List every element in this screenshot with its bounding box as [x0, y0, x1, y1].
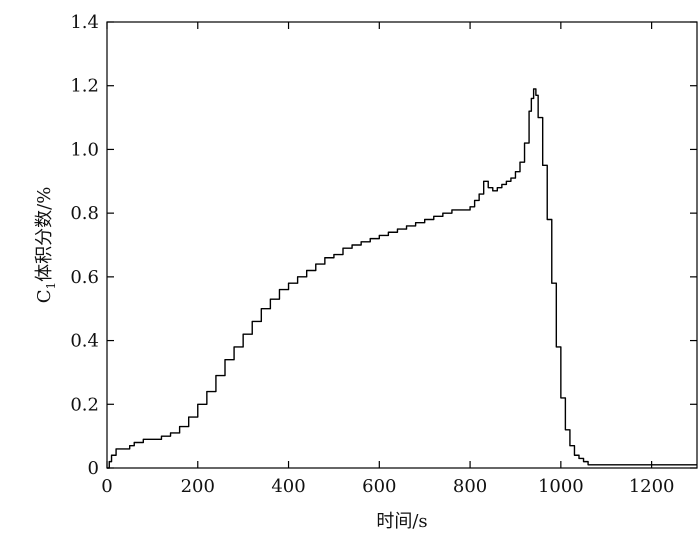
y-tick-label: 0.6	[70, 267, 99, 288]
y-axis-title-subscript: 1	[44, 282, 58, 290]
x-tick-label: 800	[453, 476, 487, 497]
y-tick-label: 1.2	[70, 76, 99, 97]
x-tick-label: 400	[271, 476, 305, 497]
x-axis-ticks: 0 200 400 600 800 1000 1200	[101, 22, 675, 497]
y-axis-title-rest: 体积分数/%	[34, 187, 55, 282]
y-tick-label: 0.4	[70, 331, 99, 352]
y-axis-ticks: 0 0.2 0.4 0.6 0.8 1.0 1.2 1.4	[70, 12, 697, 479]
x-tick-label: 1000	[538, 476, 584, 497]
x-tick-label: 0	[101, 476, 112, 497]
x-axis-title: 时间/s	[376, 511, 427, 532]
y-axis-title-main: C	[34, 290, 55, 304]
plot-frame	[106, 21, 698, 469]
y-tick-label: 0	[88, 458, 99, 479]
series-layer	[107, 88, 697, 469]
y-tick-label: 1.4	[70, 12, 99, 33]
y-tick-label: 0.2	[70, 394, 99, 415]
y-axis-title: C1体积分数/%	[34, 187, 58, 304]
y-tick-label: 0.8	[70, 203, 99, 224]
x-tick-label: 1200	[629, 476, 675, 497]
y-tick-label: 1.0	[70, 139, 99, 160]
series-line	[107, 88, 697, 469]
x-tick-label: 200	[181, 476, 215, 497]
x-tick-label: 600	[362, 476, 396, 497]
